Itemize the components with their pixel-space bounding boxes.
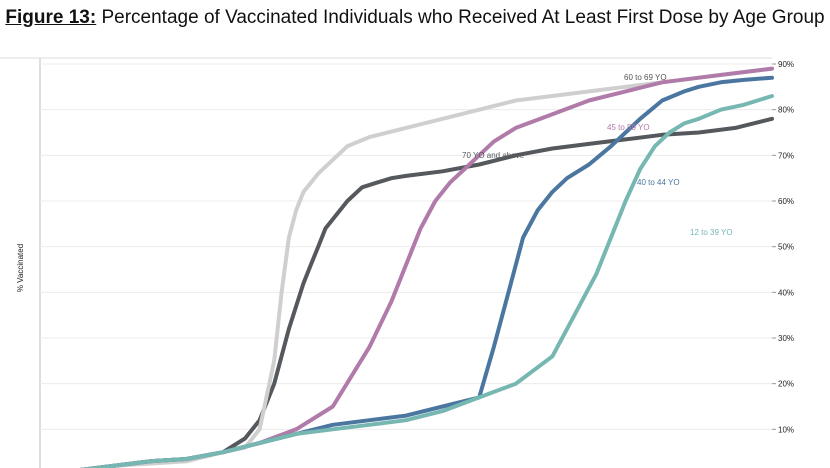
y-tick-label: 80%: [778, 106, 794, 115]
figure-number: Figure 13:: [5, 7, 97, 28]
series-label: 70 YO and above: [462, 151, 525, 160]
series-label: 40 to 44 YO: [637, 178, 680, 187]
y-axis-label: % Vaccinated: [16, 244, 25, 292]
series-labels: 70 YO and above 60 to 69 YO 45 to 59 YO 40 …: [462, 73, 733, 237]
series-label: 12 to 39 YO: [690, 228, 733, 237]
y-tick-label: 70%: [778, 151, 794, 160]
grid-lines: [0, 57, 772, 468]
y-tick-label: 60%: [778, 197, 794, 206]
y-tick-label: 90%: [778, 60, 794, 69]
y-tick-label: 40%: [778, 288, 794, 297]
y-axis-ticks: 0%10%20%30%40%50%60%70%80%90%: [772, 60, 794, 434]
y-tick-label: 20%: [778, 380, 794, 389]
series-label: 45 to 59 YO: [607, 123, 650, 132]
series-label: 60 to 69 YO: [624, 73, 667, 82]
series-line: [79, 94, 774, 468]
y-tick-label: 30%: [778, 334, 794, 343]
y-tick-label: 50%: [778, 243, 794, 252]
series-layer: [79, 66, 774, 468]
figure-title-text: Percentage of Vaccinated Individuals who…: [101, 7, 825, 28]
chart-title: Figure 13: Percentage of Vaccinated Indi…: [0, 6, 830, 29]
y-tick-label: 10%: [778, 425, 794, 434]
